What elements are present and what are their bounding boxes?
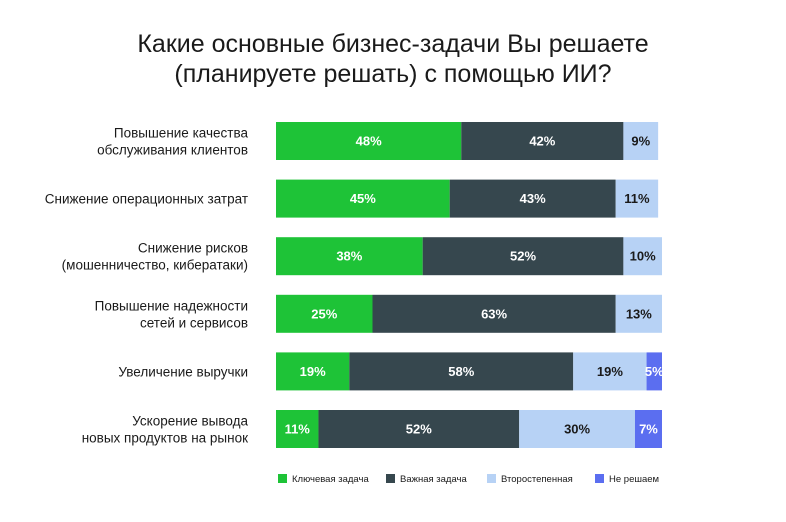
category-label: Повышение качества — [114, 126, 249, 141]
bar-value-label: 11% — [624, 191, 650, 206]
bar-segment — [276, 122, 462, 160]
bar-segment — [646, 352, 662, 391]
bar-segment — [573, 352, 647, 391]
bar-value-label: 43% — [520, 191, 546, 206]
bar-value-label: 45% — [350, 191, 376, 206]
bar-value-label: 10% — [630, 249, 656, 264]
category-label: Снижение операционных затрат — [45, 192, 248, 207]
chart-title-line: (планируете решать) с помощью ИИ? — [174, 60, 611, 88]
legend-swatch — [487, 474, 496, 483]
category-label: Повышение надежности — [95, 298, 248, 313]
legend-label: Ключевая задача — [292, 474, 369, 485]
category-label: сетей и сервисов — [140, 315, 248, 330]
legend-swatch — [595, 474, 604, 483]
bar-segment — [276, 179, 450, 218]
bar-value-label: 9% — [631, 134, 650, 149]
bar-value-label: 13% — [626, 306, 652, 321]
legend: Ключевая задача Важная задача Второстепенн… — [278, 474, 659, 485]
bar-value-label: 52% — [406, 422, 432, 437]
bar-value-label: 52% — [510, 249, 536, 264]
bar-value-label: 48% — [356, 134, 382, 149]
bar-value-label: 19% — [300, 364, 326, 379]
bar-value-label: 5% — [645, 364, 664, 379]
bar-segment — [461, 122, 624, 160]
bar-segment — [449, 179, 616, 218]
legend-swatch — [278, 474, 287, 483]
legend-label: Не решаем — [609, 474, 659, 485]
bar-value-label: 11% — [285, 422, 311, 437]
bar-value-label: 58% — [448, 364, 474, 379]
bar-segment — [372, 294, 616, 333]
bar-segment — [519, 410, 635, 448]
legend-label: Второстепенная — [501, 474, 573, 485]
category-label: Ускорение вывода — [132, 414, 248, 429]
bar-segment — [276, 294, 373, 333]
category-label: новых продуктов на рынок — [82, 431, 248, 446]
bar-value-label: 7% — [639, 422, 658, 437]
bar-segment — [276, 352, 350, 391]
bar-value-label: 25% — [311, 306, 337, 321]
bar-segment — [276, 410, 319, 448]
bar-value-label: 30% — [564, 422, 590, 437]
category-label: (мошенничество, кибератаки) — [62, 258, 248, 273]
bar-segment — [615, 294, 662, 333]
bar-segment — [276, 237, 423, 276]
category-label: Увеличение выручки — [118, 364, 248, 379]
bar-value-label: 63% — [481, 306, 507, 321]
bar-segment — [623, 237, 662, 276]
category-label: обслуживания клиентов — [97, 143, 248, 158]
legend-label: Важная задача — [400, 474, 467, 485]
category-label: Снижение рисков — [138, 241, 248, 256]
bars: 48% 42% 9% 45% 43% 11% 38% 52% 10% 25% 63% 13% 19% 58… — [276, 122, 664, 448]
legend-swatch — [386, 474, 395, 483]
category-labels: Повышение качества обслуживания клиентов С… — [45, 126, 249, 446]
bar-segment — [422, 237, 624, 276]
chart-title-line: Какие основные бизнес-задачи Вы решаете — [137, 30, 648, 58]
bar-segment — [349, 352, 574, 391]
chart-title: Какие основные бизнес-задачи Вы решаете(… — [137, 30, 648, 88]
bar-segment — [634, 410, 662, 448]
bar-value-label: 42% — [529, 134, 555, 149]
bar-value-label: 19% — [597, 364, 623, 379]
bar-segment — [623, 122, 659, 160]
bar-segment — [615, 179, 659, 218]
bar-value-label: 38% — [336, 249, 362, 264]
bar-segment — [318, 410, 520, 448]
